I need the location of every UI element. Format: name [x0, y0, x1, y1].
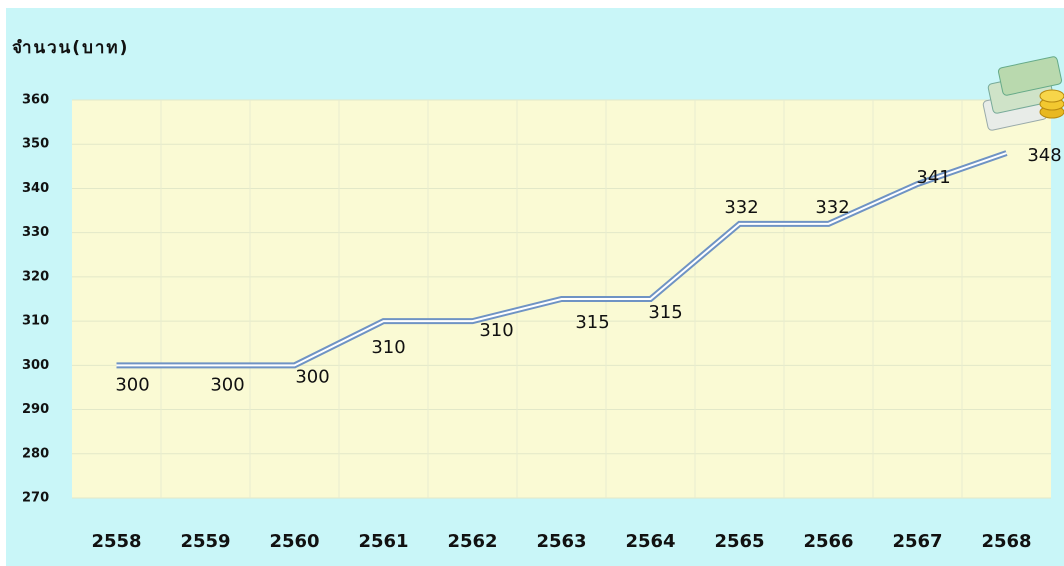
x-tick-label: 2564 [625, 531, 675, 552]
data-label: 341 [916, 167, 950, 188]
data-label: 332 [815, 197, 849, 218]
x-tick-label: 2567 [892, 531, 942, 552]
data-label: 300 [115, 374, 149, 395]
y-tick-label: 300 [22, 358, 49, 373]
data-label: 300 [210, 374, 244, 395]
y-tick-label: 350 [22, 137, 49, 152]
data-label: 315 [648, 302, 682, 323]
x-tick-label: 2561 [358, 531, 408, 552]
y-tick-label: 320 [22, 269, 49, 284]
data-label: 300 [295, 366, 329, 387]
coin [1039, 89, 1064, 103]
data-label: 332 [724, 197, 758, 218]
y-tick-label: 310 [22, 314, 49, 329]
x-tick-label: 2558 [91, 531, 141, 552]
x-tick-label: 2566 [803, 531, 853, 552]
x-tick-label: 2565 [714, 531, 764, 552]
x-tick-label: 2560 [269, 531, 319, 552]
y-tick-label: 290 [22, 402, 49, 417]
y-tick-label: 340 [22, 181, 49, 196]
y-tick-label: 270 [22, 491, 49, 506]
marks: 300 300 300 310 310 315 315 332 332 341 348 [115, 145, 1061, 395]
data-label: 348 [1027, 145, 1061, 166]
bill-stack [997, 56, 1063, 96]
data-line-highlight [116, 152, 1007, 367]
x-tick-label: 2562 [447, 531, 497, 552]
data-label: 310 [371, 337, 405, 358]
y-tick-label: 360 [22, 93, 49, 108]
x-tick-label: 2563 [536, 531, 586, 552]
data-label: 315 [575, 312, 609, 333]
data-label: 310 [479, 320, 513, 341]
x-tick-label: 2559 [180, 531, 230, 552]
money-icon [982, 56, 1064, 131]
y-tick-label: 280 [22, 446, 49, 461]
y-axis-title: จำนวน(บาท) [12, 38, 129, 58]
y-tick-label: 330 [22, 225, 49, 240]
x-tick-label: 2568 [981, 531, 1031, 552]
